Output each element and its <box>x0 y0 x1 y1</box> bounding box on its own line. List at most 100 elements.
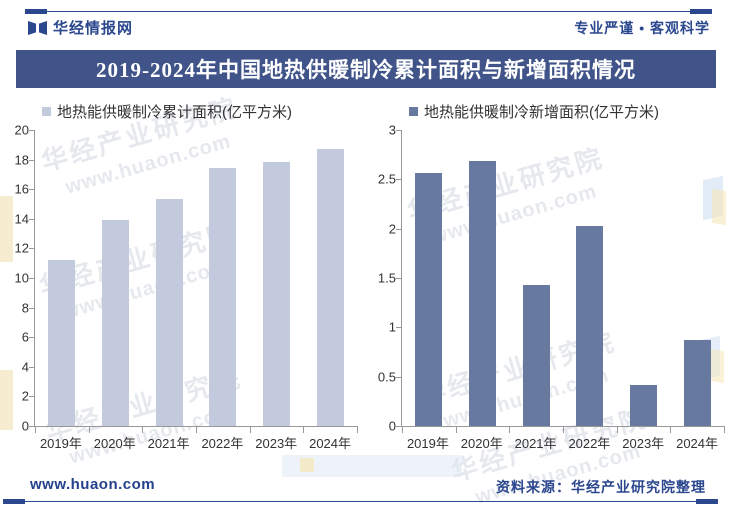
x-tick-mark <box>455 426 457 433</box>
header: 华经情报网 专业严谨 • 客观科学 <box>28 17 710 38</box>
y-tick-mark <box>396 376 402 378</box>
bottom-divider-left-cap <box>3 499 25 504</box>
bar-2024年 <box>316 149 344 426</box>
footer-site-link[interactable]: www.huaon.com <box>30 476 156 493</box>
x-tick-mark <box>196 426 197 433</box>
x-tick-mark <box>616 426 618 433</box>
y-tick-label: 6 <box>21 329 29 345</box>
y-tick-label: 10 <box>14 270 29 286</box>
watermark-shape <box>282 455 462 477</box>
y-tick-mark <box>29 426 35 427</box>
bar-slot <box>89 130 143 426</box>
x-tick-mark <box>563 426 564 433</box>
y-tick-mark <box>29 189 35 191</box>
bars <box>402 130 724 426</box>
legend: 地热能供暖制冷累计面积(亿平方米) <box>42 99 357 123</box>
y-tick-label: 2 <box>388 221 396 237</box>
x-tick-label: 2020年 <box>460 436 503 451</box>
y-tick-label: 1 <box>388 319 396 335</box>
y-tick-label: 12 <box>14 240 29 256</box>
charts-row: 地热能供暖制冷累计面积(亿平方米) 0 2 4 6 8 10 12 14 16 18 20 2019… <box>8 99 725 452</box>
bar-slot <box>142 130 196 426</box>
x-tick-label: 2021年 <box>147 436 190 451</box>
x-tick-mark <box>402 426 403 433</box>
y-axis: 0 0.5 1 1.5 2 2.5 3 <box>375 123 401 434</box>
bars <box>35 130 357 426</box>
y-tick-mark <box>29 337 35 339</box>
y-tick-mark <box>396 278 402 279</box>
x-tick-mark <box>249 426 251 433</box>
legend-label: 地热能供暖制冷新增面积(亿平方米) <box>424 103 659 121</box>
x-tick-label: 2019年 <box>406 436 449 451</box>
bar-slot <box>456 130 510 426</box>
x-tick-mark <box>35 426 36 433</box>
bar-2023年 <box>630 384 657 426</box>
bar-slot <box>563 130 617 426</box>
x-tick-label: 2019年 <box>39 436 82 451</box>
y-tick-label: 14 <box>14 211 29 227</box>
header-slogan: 专业严谨 • 客观科学 <box>574 19 710 36</box>
x-tick-label: 2024年 <box>309 436 352 451</box>
bar-2022年 <box>209 168 237 426</box>
y-tick-label: 3 <box>388 122 396 138</box>
top-divider <box>25 9 712 14</box>
bar-2020年 <box>469 160 496 426</box>
x-tick-label: 2020年 <box>93 436 136 451</box>
y-tick-label: 16 <box>14 181 29 197</box>
y-tick-mark <box>29 366 35 368</box>
legend-marker <box>409 106 418 116</box>
y-tick-label: 8 <box>21 300 29 316</box>
y-tick-mark <box>396 426 402 427</box>
y-tick-label: 4 <box>21 359 29 375</box>
y-tick-label: 1.5 <box>377 270 396 286</box>
y-tick-mark <box>29 159 35 161</box>
top-divider-left-cap <box>25 9 47 14</box>
bottom-divider-right-cap <box>696 499 718 504</box>
cumulative-area-chart: 地热能供暖制冷累计面积(亿平方米) 0 2 4 6 8 10 12 14 16 18 20 2019… <box>8 99 358 452</box>
title-banner: 2019-2024年中国地热供暖制冷累计面积与新增面积情况 <box>16 50 716 88</box>
x-tick-label: 2022年 <box>201 436 244 451</box>
bar-2020年 <box>102 219 129 426</box>
y-tick-label: 20 <box>14 122 29 138</box>
x-axis-labels: 2019年 2020年 2021年 2022年 2023年 2024年 <box>34 433 357 452</box>
chart-body: 0 0.5 1 1.5 2 2.5 3 <box>375 123 725 434</box>
x-tick-mark <box>303 426 305 433</box>
footer-source-note: 资料来源：华经产业研究院整理 <box>496 479 706 495</box>
bar-2019年 <box>48 259 76 426</box>
chart-body: 0 2 4 6 8 10 12 14 16 18 20 <box>8 123 358 434</box>
y-tick-mark <box>29 130 35 131</box>
bar-slot <box>35 130 89 426</box>
x-axis-labels: 2019年 2020年 2021年 2022年 2023年 2024年 <box>401 433 724 452</box>
page-title: 2019-2024年中国地热供暖制冷累计面积与新增面积情况 <box>96 58 636 82</box>
x-tick-mark <box>724 426 725 433</box>
y-tick-mark <box>29 278 35 279</box>
x-tick-label: 2022年 <box>568 436 611 451</box>
bar-slot <box>250 130 304 426</box>
x-tick-label: 2023年 <box>255 436 298 451</box>
y-tick-mark <box>29 307 35 309</box>
y-tick-mark <box>396 228 402 230</box>
bar-2019年 <box>415 173 443 426</box>
y-tick-mark <box>396 179 402 181</box>
bar-slot <box>402 130 456 426</box>
bar-2021年 <box>155 198 183 426</box>
bar-slot <box>303 130 357 426</box>
x-tick-label: 2023年 <box>622 436 665 451</box>
x-tick-label: 2024年 <box>676 436 719 451</box>
x-tick-mark <box>670 426 672 433</box>
x-tick-mark <box>509 426 511 433</box>
brand-name[interactable]: 华经情报网 <box>53 20 134 37</box>
bar-slot <box>196 130 250 426</box>
x-tick-mark <box>88 426 90 433</box>
y-tick-label: 0.5 <box>377 369 396 385</box>
plot-area <box>29 130 358 433</box>
legend: 地热能供暖制冷新增面积(亿平方米) <box>409 99 724 123</box>
bar-2022年 <box>576 225 604 426</box>
plot-area <box>396 130 725 433</box>
top-divider-right-cap <box>690 9 712 14</box>
y-tick-mark <box>29 248 35 250</box>
y-tick-label: 0 <box>21 418 29 434</box>
bar-2021年 <box>522 284 550 426</box>
huajing-logo-icon <box>28 20 47 35</box>
